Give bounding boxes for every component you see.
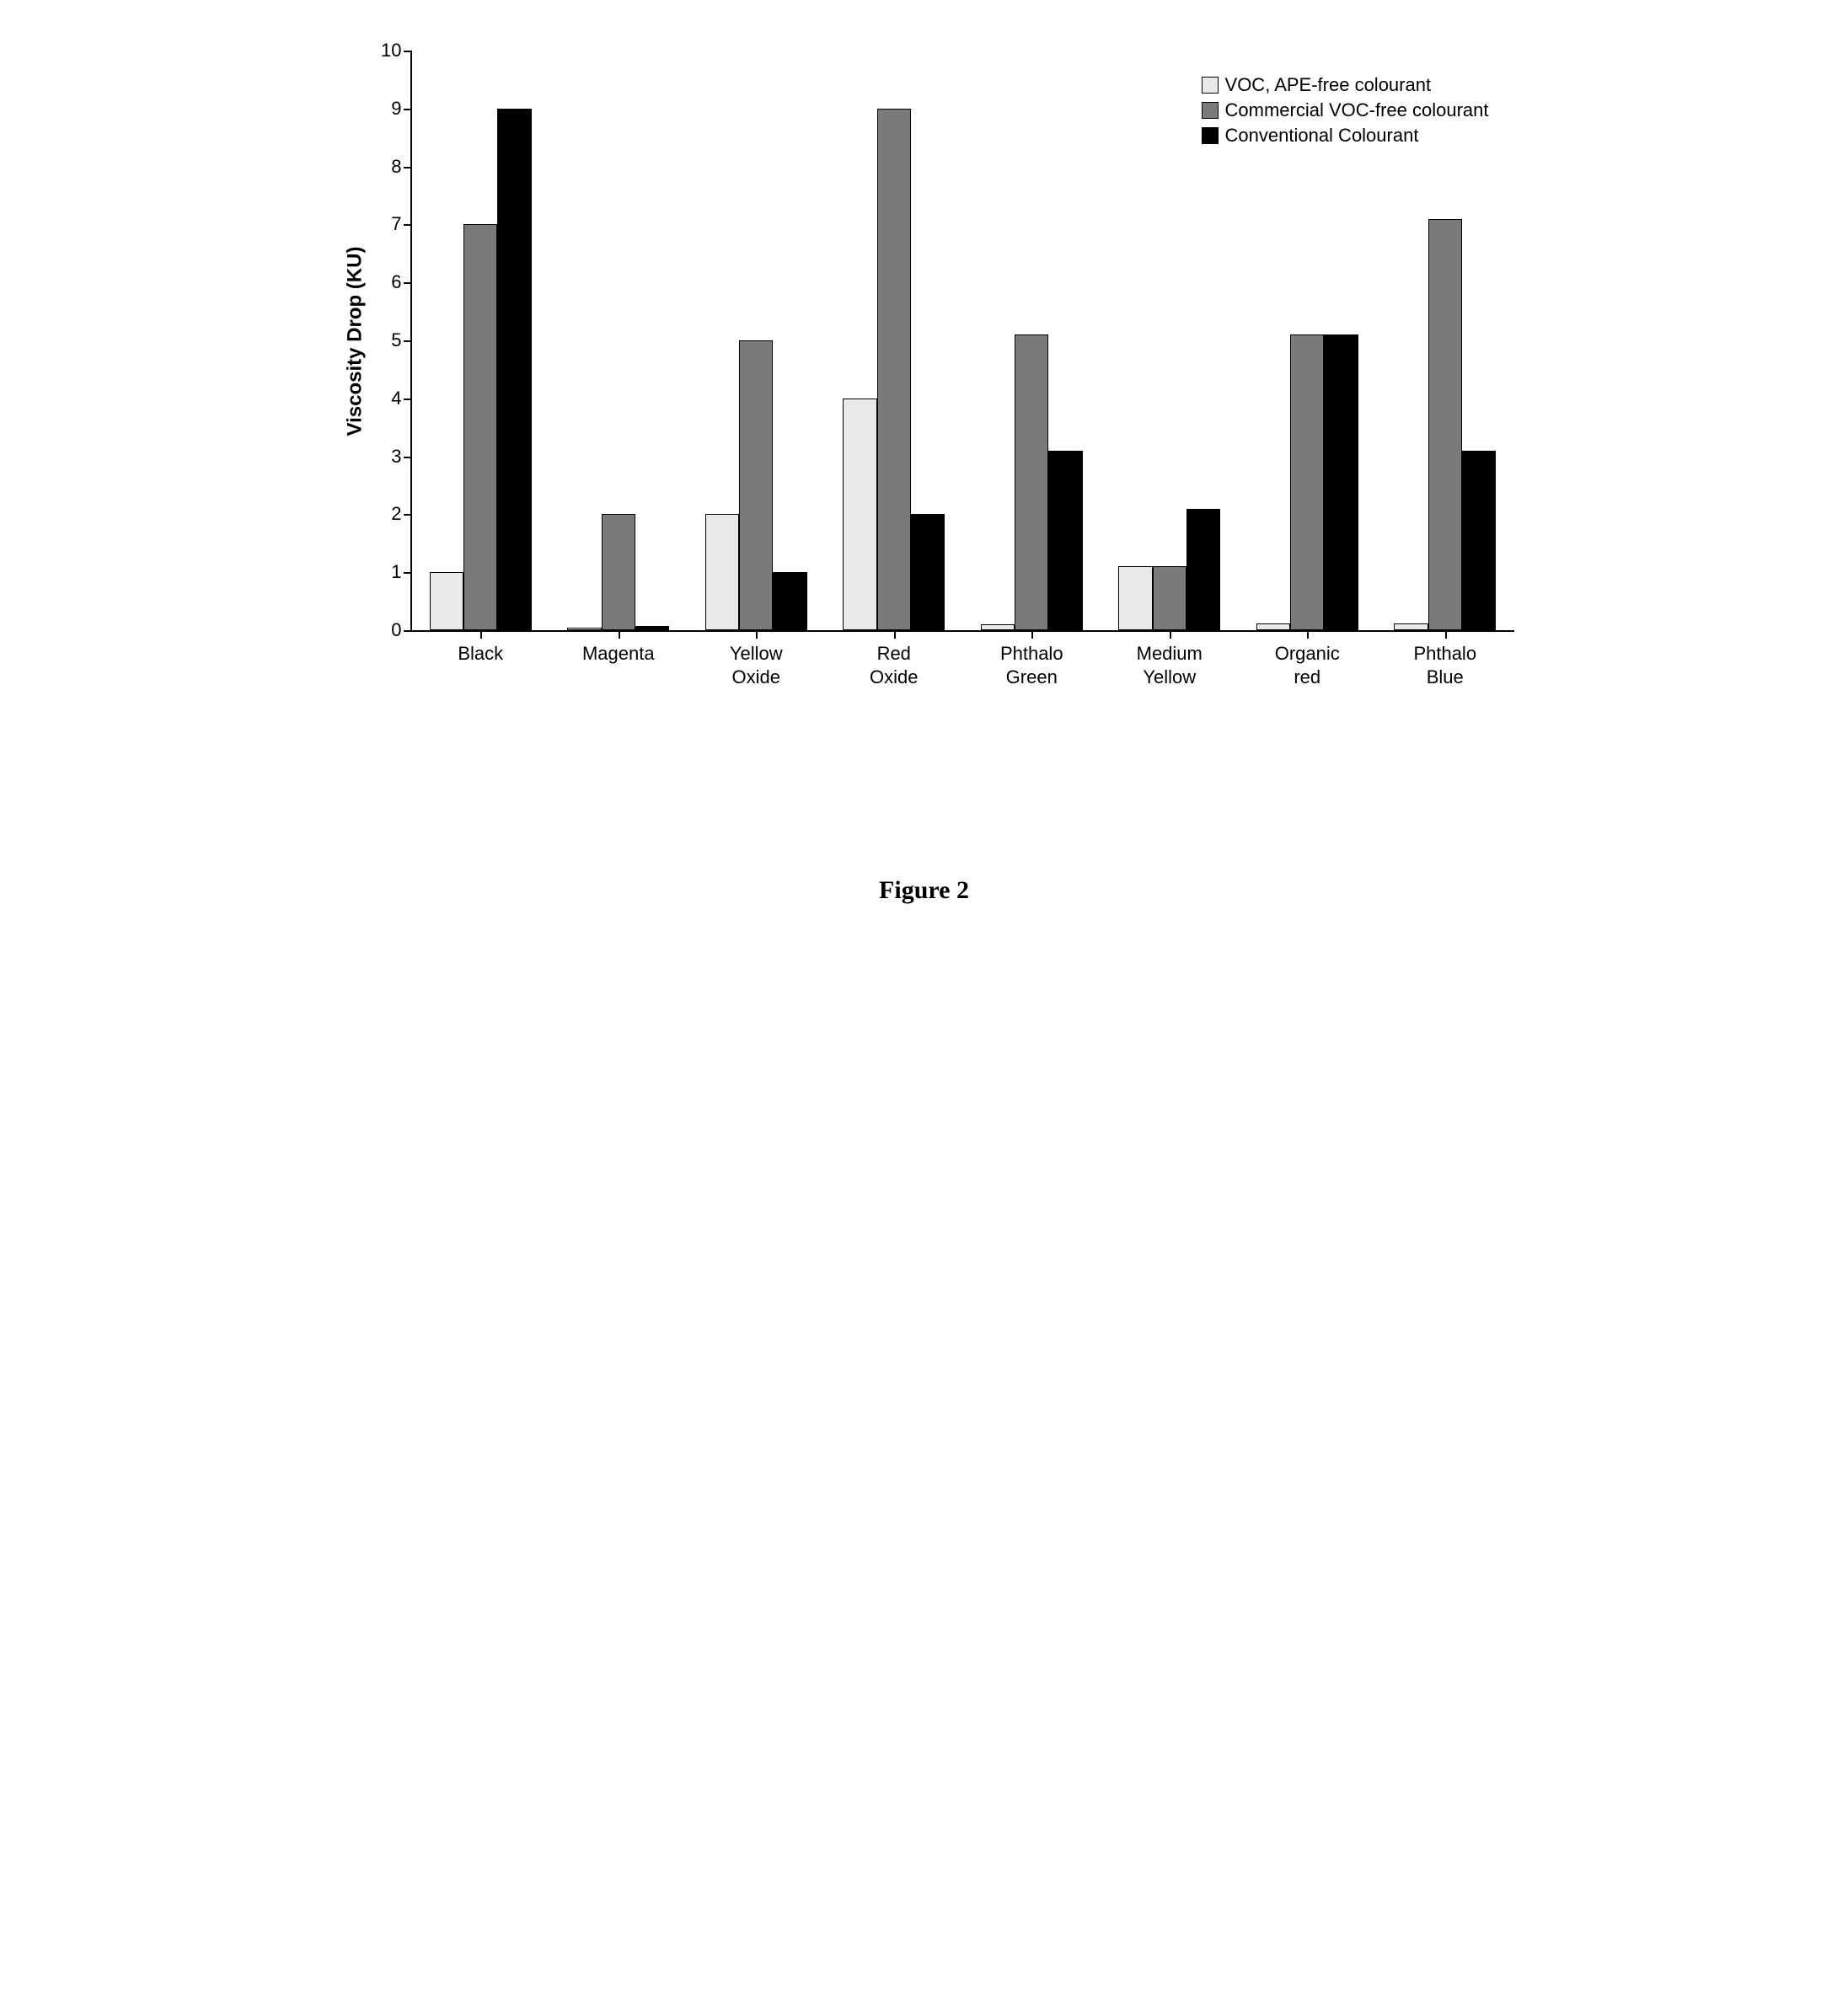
- y-tick: [404, 399, 412, 400]
- bar-group: PhthaloGreen: [963, 51, 1101, 630]
- bar: [911, 514, 945, 630]
- y-axis-label: Viscosity Drop (KU): [344, 247, 367, 436]
- y-tick-label: 4: [370, 388, 402, 409]
- y-tick: [404, 457, 412, 458]
- bar: [1118, 566, 1152, 630]
- y-tick-label: 7: [370, 213, 402, 235]
- bar: [843, 399, 876, 630]
- chart-area: Viscosity Drop (KU) VOC, APE-free colour…: [335, 51, 1514, 708]
- bar-group: Black: [412, 51, 550, 630]
- y-tick: [404, 630, 412, 632]
- bar: [602, 514, 635, 630]
- y-tick-label: 9: [370, 98, 402, 120]
- y-tick-label: 3: [370, 446, 402, 468]
- bar: [1015, 334, 1048, 630]
- y-tick: [404, 514, 412, 516]
- y-axis-label-container: Viscosity Drop (KU): [343, 51, 368, 632]
- plot-region: VOC, APE-free colourantCommercial VOC-fr…: [410, 51, 1514, 632]
- bar-group: YellowOxide: [688, 51, 826, 630]
- bar: [1324, 334, 1358, 630]
- x-tick-label: MediumYellow: [1101, 630, 1239, 688]
- bar: [1153, 566, 1186, 630]
- bar: [1394, 623, 1428, 630]
- bar: [497, 109, 531, 630]
- bar-group: PhthaloBlue: [1376, 51, 1514, 630]
- y-tick-label: 5: [370, 329, 402, 351]
- y-tick: [404, 282, 412, 284]
- bar: [1048, 451, 1082, 630]
- chart-container: Viscosity Drop (KU) VOC, APE-free colour…: [335, 51, 1514, 905]
- bar-group: Magenta: [549, 51, 688, 630]
- x-tick-label: Organicred: [1239, 630, 1377, 688]
- y-tick: [404, 51, 412, 52]
- y-tick: [404, 109, 412, 110]
- bar-group: MediumYellow: [1101, 51, 1239, 630]
- x-tick-label: PhthaloGreen: [963, 630, 1101, 688]
- x-tick-label: YellowOxide: [688, 630, 826, 688]
- x-tick-label: Magenta: [549, 630, 688, 666]
- x-tick-label: PhthaloBlue: [1376, 630, 1514, 688]
- y-tick-label: 2: [370, 503, 402, 525]
- x-tick-label: Black: [412, 630, 550, 666]
- bar-group: Organicred: [1239, 51, 1377, 630]
- bar: [1428, 219, 1462, 630]
- y-tick-label: 0: [370, 619, 402, 641]
- x-tick-label: RedOxide: [825, 630, 963, 688]
- y-tick: [404, 224, 412, 226]
- bar: [1256, 623, 1290, 630]
- y-tick: [404, 340, 412, 342]
- figure-caption: Figure 2: [335, 876, 1514, 905]
- bar: [773, 572, 806, 630]
- bar: [463, 224, 497, 630]
- y-tick-label: 8: [370, 156, 402, 178]
- y-tick-label: 6: [370, 271, 402, 293]
- bar: [1462, 451, 1496, 630]
- y-tick: [404, 572, 412, 574]
- bar: [981, 624, 1015, 630]
- y-tick-label: 10: [370, 40, 402, 62]
- bar-groups: BlackMagentaYellowOxideRedOxidePhthaloGr…: [412, 51, 1514, 630]
- bar: [1290, 334, 1324, 630]
- y-tick: [404, 167, 412, 169]
- bar: [705, 514, 739, 630]
- bar: [877, 109, 911, 630]
- bar: [430, 572, 463, 630]
- bar: [1186, 509, 1220, 630]
- bar: [739, 340, 773, 630]
- y-tick-label: 1: [370, 561, 402, 583]
- bar-group: RedOxide: [825, 51, 963, 630]
